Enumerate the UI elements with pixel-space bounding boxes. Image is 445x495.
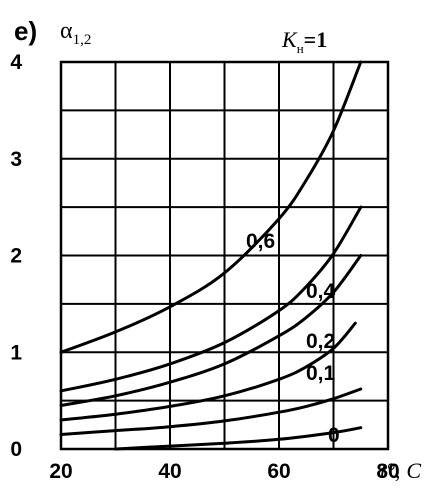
legend-title: Kн=1 bbox=[281, 27, 327, 56]
legend-title-value: =1 bbox=[304, 27, 328, 52]
y-tick-label: 3 bbox=[10, 148, 22, 171]
y-tick-label: 2 bbox=[10, 245, 22, 268]
x-tick-label: 80 bbox=[376, 460, 399, 483]
y-tick-labels: 0 1 2 3 4 bbox=[10, 51, 22, 461]
series-line bbox=[114, 426, 363, 451]
curve-layer bbox=[59, 60, 363, 451]
plot-frame bbox=[59, 60, 390, 451]
series-line bbox=[59, 205, 363, 393]
series-line bbox=[59, 321, 357, 422]
series-label: 0,6 bbox=[246, 230, 275, 253]
x-tick-label: 60 bbox=[267, 460, 290, 483]
y-axis-label-sub: 1,2 bbox=[73, 32, 92, 48]
x-tick-labels: 20 40 60 80 bbox=[49, 460, 399, 483]
y-tick-label: 1 bbox=[10, 341, 22, 364]
x-axis-label: t°, C bbox=[380, 458, 421, 483]
legend-title-sub: н bbox=[297, 41, 304, 56]
legend-title-var: K bbox=[281, 27, 298, 52]
series-line bbox=[59, 60, 363, 354]
x-tick-label: 20 bbox=[49, 460, 72, 483]
y-tick-label: 4 bbox=[10, 51, 22, 74]
x-tick-label: 40 bbox=[158, 460, 181, 483]
series-label: 0,1 bbox=[306, 362, 336, 385]
x-axis-label-var: t°, bbox=[380, 458, 400, 483]
series-line bbox=[59, 387, 363, 436]
y-axis-label: α1,2 bbox=[60, 18, 91, 48]
series-labels: 0,6 0,4 0,2 0,1 0 bbox=[246, 230, 340, 447]
y-tick-label: 0 bbox=[10, 438, 22, 461]
series-label: 0,4 bbox=[306, 280, 336, 303]
series-label: 0,2 bbox=[306, 330, 335, 353]
x-axis-label-unit: C bbox=[406, 458, 421, 483]
y-axis-label-main: α bbox=[60, 18, 73, 44]
series-line bbox=[59, 254, 363, 407]
series-label: 0 bbox=[328, 424, 340, 447]
panel-label: e) bbox=[14, 16, 37, 46]
